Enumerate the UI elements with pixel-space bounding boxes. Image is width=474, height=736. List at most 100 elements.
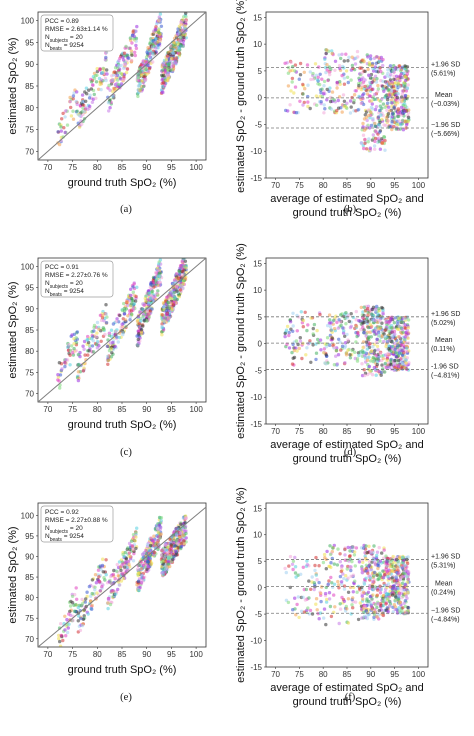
- data-point: [159, 519, 163, 523]
- data-point: [166, 67, 170, 71]
- data-point: [380, 551, 384, 555]
- data-point: [176, 42, 180, 46]
- data-point: [83, 600, 88, 604]
- data-point: [146, 565, 150, 569]
- data-point: [86, 612, 90, 616]
- data-point: [166, 562, 170, 566]
- data-point: [107, 83, 111, 88]
- data-point: [375, 55, 379, 59]
- data-point: [134, 39, 138, 43]
- data-point: [384, 602, 388, 606]
- data-point: [174, 60, 178, 65]
- data-point: [393, 332, 397, 336]
- x-tick-label: 95: [167, 405, 176, 414]
- data-point: [128, 46, 132, 50]
- data-point: [397, 555, 402, 559]
- data-point: [403, 563, 407, 567]
- lower-loa-value: (−5.66%): [431, 131, 460, 138]
- data-point: [362, 368, 366, 372]
- data-point: [160, 84, 165, 89]
- stats-line: RMSE = 2.27±0.76 %: [45, 272, 108, 279]
- data-point: [379, 55, 383, 60]
- data-point: [108, 88, 112, 92]
- data-point: [406, 119, 410, 124]
- y-tick-label: 80: [25, 594, 34, 603]
- data-point: [366, 108, 371, 112]
- data-point: [142, 319, 146, 323]
- upper-loa-value: (5.02%): [431, 320, 456, 327]
- data-point: [393, 358, 397, 363]
- data-point: [370, 373, 375, 377]
- data-point: [134, 546, 138, 551]
- data-point: [362, 328, 366, 332]
- data-point: [69, 105, 73, 110]
- data-point: [338, 560, 342, 564]
- data-point: [303, 310, 307, 314]
- data-point: [392, 89, 396, 93]
- data-point: [332, 582, 337, 586]
- data-point: [350, 603, 354, 607]
- data-point: [349, 574, 353, 578]
- data-point: [338, 80, 342, 84]
- data-point: [182, 539, 186, 543]
- data-point: [349, 105, 353, 109]
- data-point: [127, 541, 132, 546]
- data-point: [369, 605, 374, 609]
- data-point: [69, 114, 74, 118]
- data-point: [184, 516, 188, 520]
- data-point: [89, 594, 93, 598]
- data-point: [387, 365, 391, 370]
- x-tick-label: 100: [189, 650, 203, 659]
- data-point: [363, 69, 367, 74]
- data-point: [348, 99, 353, 103]
- data-point: [396, 92, 400, 96]
- data-point: [68, 348, 73, 352]
- data-point: [112, 568, 116, 573]
- data-point: [361, 597, 365, 601]
- upper-loa-value: (5.31%): [431, 563, 456, 570]
- data-point: [397, 85, 402, 89]
- data-point: [344, 322, 348, 326]
- data-point: [294, 613, 298, 617]
- data-point: [98, 82, 102, 87]
- data-point: [310, 612, 315, 616]
- data-point: [373, 136, 378, 141]
- data-point: [319, 100, 323, 104]
- data-point: [64, 109, 68, 113]
- data-point: [160, 333, 164, 337]
- x-tick-label: 85: [343, 181, 352, 190]
- data-point: [374, 328, 378, 332]
- data-point: [169, 544, 173, 548]
- data-point: [148, 296, 153, 300]
- data-point: [351, 66, 355, 71]
- data-point: [132, 37, 136, 41]
- data-point: [121, 552, 125, 557]
- data-point: [366, 140, 370, 144]
- data-point: [346, 590, 351, 594]
- data-point: [397, 358, 401, 363]
- data-point: [327, 313, 332, 317]
- data-point: [377, 608, 381, 613]
- data-point: [328, 99, 333, 104]
- data-point: [295, 602, 299, 607]
- y-tick-label: -15: [250, 663, 262, 672]
- data-point: [332, 318, 336, 322]
- data-point: [64, 358, 68, 362]
- data-point: [162, 73, 166, 78]
- y-tick-label: 0: [258, 340, 263, 349]
- data-point: [290, 76, 295, 81]
- data-point: [383, 138, 387, 143]
- data-point: [370, 87, 374, 92]
- data-point: [84, 597, 88, 601]
- y-axis-label: estimated SpO₂ - ground truth SpO₂ (%): [235, 0, 247, 193]
- data-point: [319, 348, 323, 352]
- data-point: [58, 644, 63, 647]
- data-point: [309, 360, 313, 364]
- data-point: [403, 317, 407, 321]
- data-point: [303, 598, 308, 602]
- data-point: [87, 96, 92, 100]
- data-point: [368, 74, 372, 78]
- data-point: [134, 46, 139, 51]
- data-point: [382, 89, 386, 94]
- data-point: [157, 18, 162, 22]
